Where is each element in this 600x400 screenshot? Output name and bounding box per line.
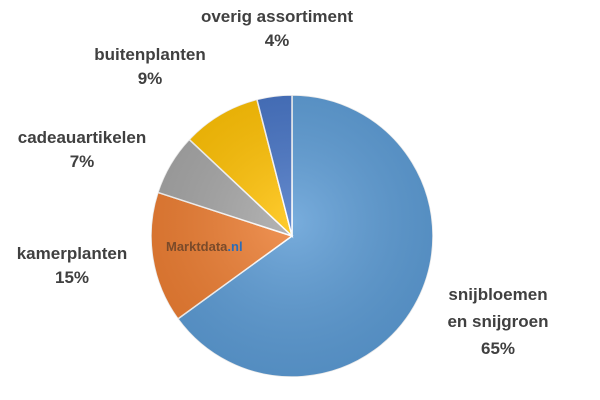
data-label-snijbloemen-en-snijgroen: snijbloemen en snijgroen 65% (447, 285, 548, 358)
data-label-kamerplanten: kamerplanten 15% (17, 244, 128, 287)
pie-labels: snijbloemen en snijgroen 65% kamerplanten 15… (17, 7, 549, 358)
slice-label-text: buitenplanten (94, 45, 205, 64)
slice-label-text: en snijgroen (447, 312, 548, 331)
slice-percent-text: 65% (481, 339, 515, 358)
slice-percent-text: 4% (265, 31, 290, 50)
slice-label-text: kamerplanten (17, 244, 128, 263)
slice-percent-text: 9% (138, 69, 163, 88)
marktdata-logo: Marktdata.nl (166, 239, 243, 254)
data-label-cadeauartikelen: cadeauartikelen 7% (18, 128, 147, 171)
slice-percent-text: 7% (70, 152, 95, 171)
slice-label-text: snijbloemen (448, 285, 547, 304)
slice-percent-text: 15% (55, 268, 89, 287)
data-label-buitenplanten: buitenplanten 9% (94, 45, 205, 88)
data-label-overig-assortiment: overig assortiment 4% (201, 7, 353, 50)
pie-slices (150, 94, 434, 378)
logo-suffix: .nl (227, 239, 242, 254)
logo-text: Marktdata (166, 239, 228, 254)
slice-label-text: overig assortiment (201, 7, 353, 26)
slice-label-text: cadeauartikelen (18, 128, 147, 147)
